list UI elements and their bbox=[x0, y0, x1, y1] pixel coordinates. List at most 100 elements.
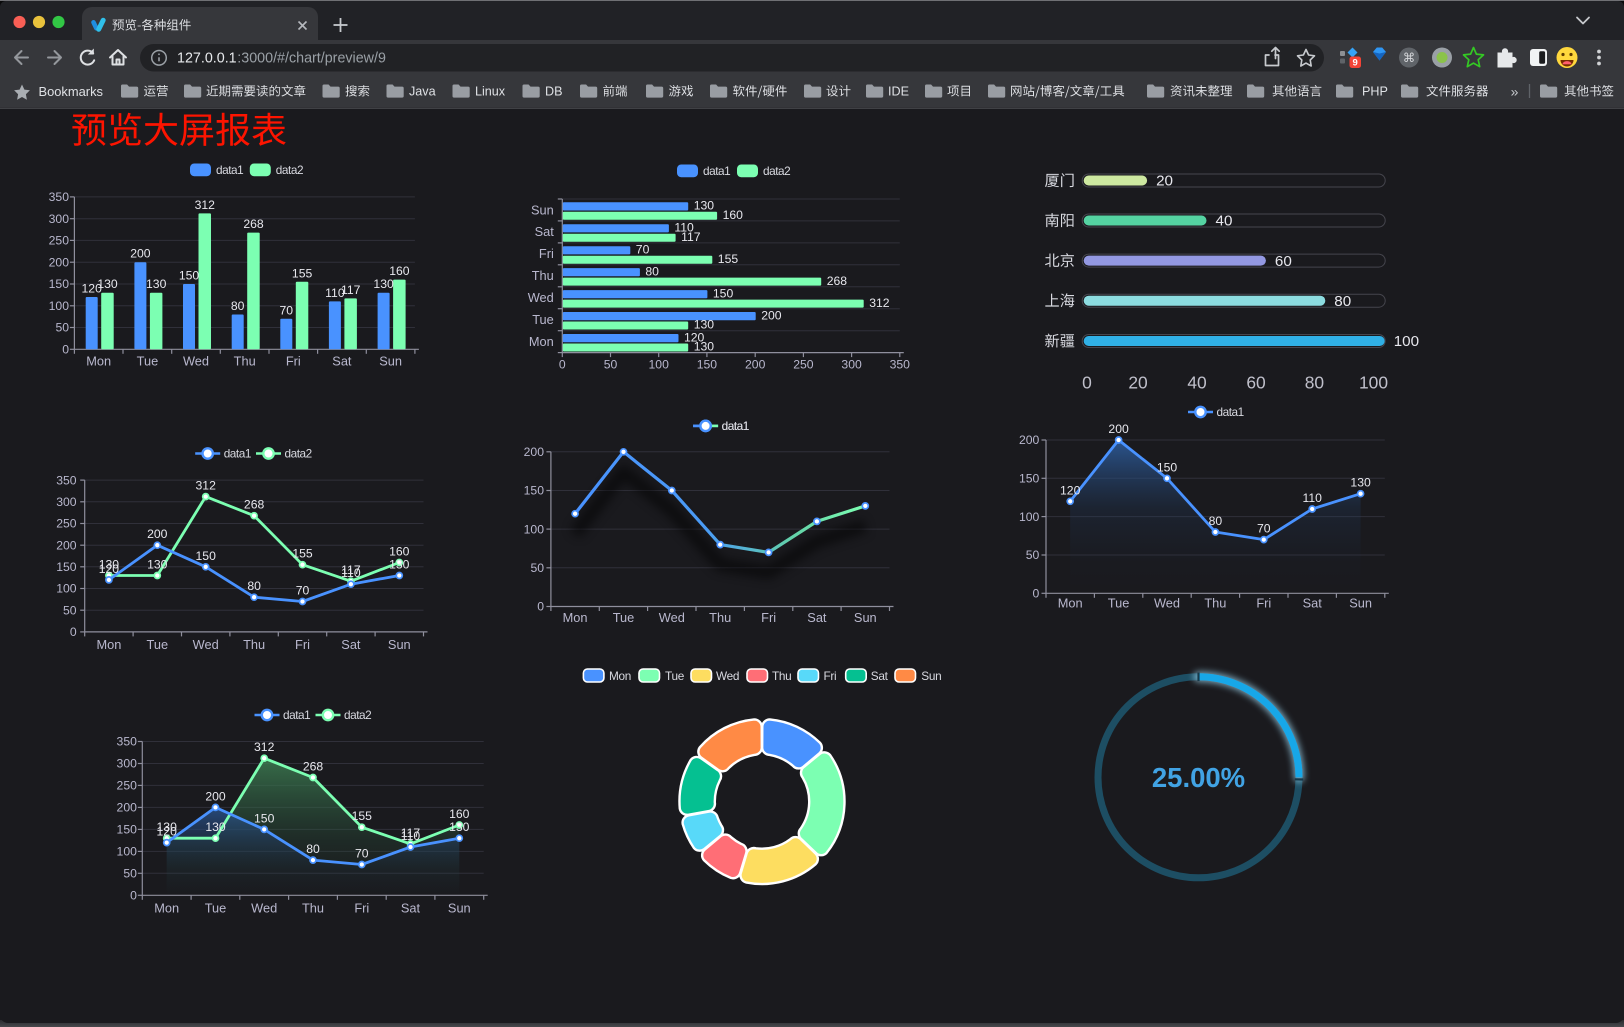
svg-text:110: 110 bbox=[1302, 491, 1322, 505]
svg-text:60: 60 bbox=[1246, 373, 1265, 393]
svg-text:350: 350 bbox=[49, 190, 70, 204]
svg-text:PHP: PHP bbox=[1362, 85, 1388, 99]
svg-text:150: 150 bbox=[179, 269, 200, 283]
svg-text:312: 312 bbox=[195, 198, 216, 212]
svg-text:130: 130 bbox=[205, 820, 226, 834]
svg-text:data1: data1 bbox=[722, 419, 749, 433]
svg-text:130: 130 bbox=[1350, 476, 1371, 490]
svg-text:Mon: Mon bbox=[1058, 596, 1083, 611]
svg-text:Sun: Sun bbox=[448, 900, 471, 915]
svg-text:100: 100 bbox=[117, 845, 138, 859]
svg-text:Java: Java bbox=[409, 85, 436, 99]
svg-text:Mon: Mon bbox=[609, 669, 631, 683]
svg-text:160: 160 bbox=[389, 545, 410, 559]
svg-text:0: 0 bbox=[537, 600, 544, 614]
svg-text:120: 120 bbox=[1060, 483, 1081, 497]
svg-text:200: 200 bbox=[1019, 433, 1040, 447]
svg-text:data2: data2 bbox=[285, 447, 312, 461]
svg-text:Wed: Wed bbox=[183, 354, 209, 369]
svg-text:117: 117 bbox=[401, 826, 421, 840]
svg-text:data1: data1 bbox=[703, 164, 730, 178]
svg-text:150: 150 bbox=[196, 549, 217, 563]
svg-text:80: 80 bbox=[645, 264, 659, 278]
svg-text:Wed: Wed bbox=[528, 290, 554, 305]
svg-text:117: 117 bbox=[341, 563, 361, 577]
svg-text:268: 268 bbox=[827, 274, 848, 288]
svg-text:Sat: Sat bbox=[535, 224, 555, 239]
svg-text:312: 312 bbox=[869, 296, 890, 310]
svg-text:Fri: Fri bbox=[1256, 596, 1271, 611]
svg-text:150: 150 bbox=[1157, 460, 1178, 474]
svg-text:80: 80 bbox=[231, 299, 245, 313]
svg-text:200: 200 bbox=[524, 445, 545, 459]
svg-text:Mon: Mon bbox=[563, 610, 588, 625]
svg-text:130: 130 bbox=[694, 318, 715, 332]
svg-text:155: 155 bbox=[718, 252, 739, 266]
svg-text:130: 130 bbox=[147, 558, 168, 572]
svg-text:Tue: Tue bbox=[613, 610, 635, 625]
svg-text:Tue: Tue bbox=[1108, 596, 1130, 611]
svg-text:100: 100 bbox=[1019, 510, 1040, 524]
svg-text:70: 70 bbox=[355, 847, 369, 861]
svg-text:Tue: Tue bbox=[532, 312, 554, 327]
svg-text:Thu: Thu bbox=[1204, 596, 1226, 611]
svg-text:155: 155 bbox=[292, 266, 313, 280]
svg-text:80: 80 bbox=[1209, 514, 1223, 528]
svg-text:40: 40 bbox=[1187, 373, 1206, 393]
svg-text:268: 268 bbox=[243, 217, 264, 231]
svg-text:110: 110 bbox=[325, 286, 345, 300]
svg-text:50: 50 bbox=[123, 867, 137, 881]
svg-text:Fri: Fri bbox=[354, 900, 369, 915]
svg-text:110: 110 bbox=[401, 829, 421, 843]
svg-text:⌘: ⌘ bbox=[1403, 51, 1416, 65]
svg-text:130: 130 bbox=[694, 199, 715, 213]
svg-text:Sun: Sun bbox=[388, 637, 411, 652]
svg-text:130: 130 bbox=[389, 558, 410, 572]
svg-text:150: 150 bbox=[713, 286, 734, 300]
svg-text:0: 0 bbox=[1082, 373, 1092, 393]
svg-text:Linux: Linux bbox=[475, 85, 506, 99]
svg-text:100: 100 bbox=[1359, 373, 1388, 393]
svg-text:Thu: Thu bbox=[532, 268, 554, 283]
svg-text:155: 155 bbox=[352, 809, 373, 823]
svg-text:Mon: Mon bbox=[86, 354, 111, 369]
svg-text:IDE: IDE bbox=[888, 85, 909, 99]
svg-text:127.0.0.1: 127.0.0.1 bbox=[177, 51, 237, 67]
svg-text:150: 150 bbox=[254, 811, 275, 825]
svg-text:160: 160 bbox=[723, 208, 744, 222]
svg-text:Sat: Sat bbox=[871, 669, 889, 683]
svg-text:Tue: Tue bbox=[205, 900, 227, 915]
svg-text:250: 250 bbox=[56, 517, 77, 531]
svg-text:200: 200 bbox=[205, 789, 226, 803]
svg-text:Wed: Wed bbox=[193, 637, 219, 652]
svg-text:117: 117 bbox=[341, 283, 361, 297]
svg-text:Sun: Sun bbox=[1349, 596, 1372, 611]
svg-text:250: 250 bbox=[117, 779, 138, 793]
svg-text:130: 130 bbox=[157, 820, 178, 834]
svg-text:Fri: Fri bbox=[824, 669, 837, 683]
svg-text:Sun: Sun bbox=[379, 354, 402, 369]
svg-text:312: 312 bbox=[254, 740, 275, 754]
svg-text:70: 70 bbox=[636, 243, 650, 257]
svg-text:120: 120 bbox=[157, 825, 178, 839]
svg-text:100: 100 bbox=[524, 522, 545, 536]
svg-text:160: 160 bbox=[389, 264, 410, 278]
svg-text:200: 200 bbox=[49, 255, 70, 269]
svg-text:300: 300 bbox=[117, 757, 138, 771]
svg-text:300: 300 bbox=[841, 358, 862, 372]
svg-text:268: 268 bbox=[244, 498, 265, 512]
svg-text:Fri: Fri bbox=[295, 637, 310, 652]
svg-text:Thu: Thu bbox=[709, 610, 731, 625]
svg-text:20: 20 bbox=[1128, 373, 1147, 393]
svg-text:100: 100 bbox=[1394, 333, 1419, 350]
svg-text:250: 250 bbox=[793, 358, 814, 372]
svg-text:25.00%: 25.00% bbox=[1152, 762, 1245, 793]
svg-text:150: 150 bbox=[524, 484, 545, 498]
svg-text:200: 200 bbox=[117, 801, 138, 815]
svg-text:Sun: Sun bbox=[921, 669, 941, 683]
svg-text:200: 200 bbox=[130, 247, 151, 261]
svg-text:80: 80 bbox=[1334, 293, 1351, 310]
svg-text:70: 70 bbox=[1257, 522, 1271, 536]
svg-text:50: 50 bbox=[604, 358, 618, 372]
svg-text:Sun: Sun bbox=[854, 610, 877, 625]
